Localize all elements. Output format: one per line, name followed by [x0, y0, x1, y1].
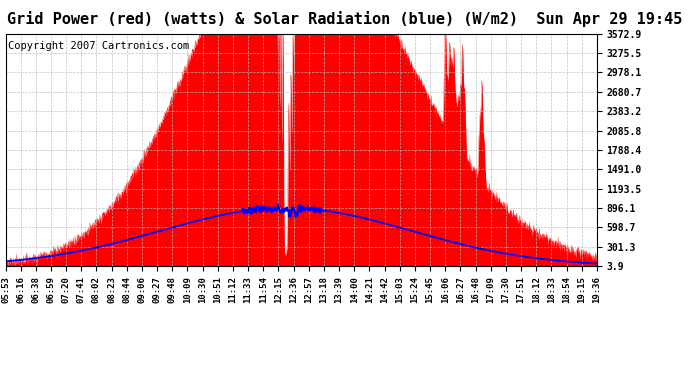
Text: Grid Power (red) (watts) & Solar Radiation (blue) (W/m2)  Sun Apr 29 19:45: Grid Power (red) (watts) & Solar Radiati…: [8, 11, 682, 27]
Text: Copyright 2007 Cartronics.com: Copyright 2007 Cartronics.com: [8, 41, 190, 51]
